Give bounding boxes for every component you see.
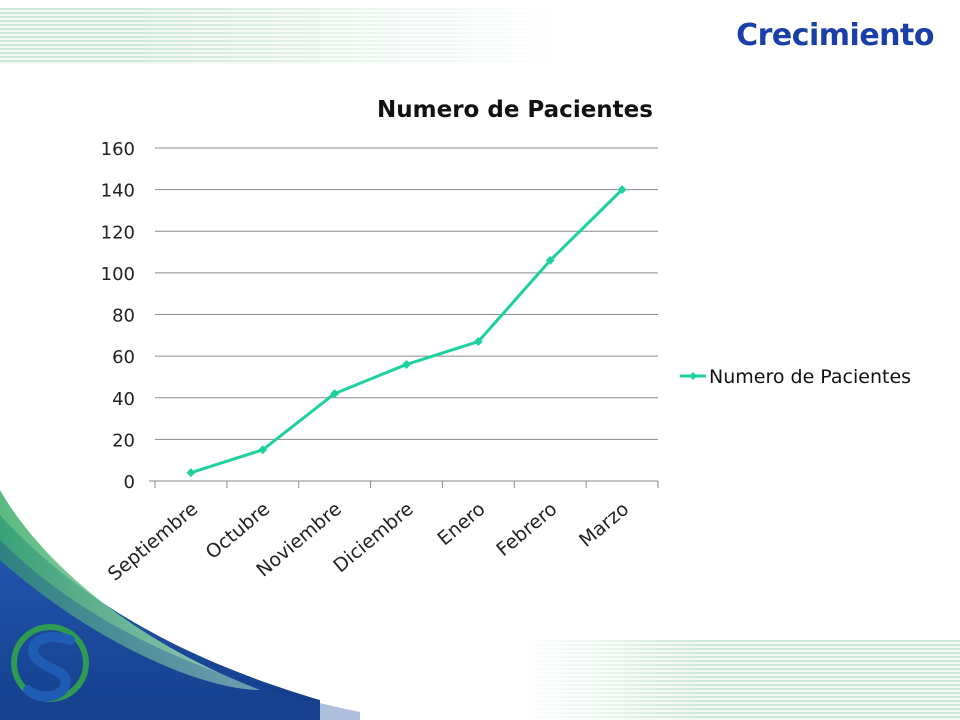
series-line-group bbox=[186, 185, 627, 478]
series-line bbox=[190, 188, 624, 475]
y-tick-label: 60 bbox=[112, 347, 135, 368]
slide-title: Crecimiento bbox=[736, 18, 934, 53]
y-tick-label: 160 bbox=[101, 139, 135, 160]
y-tick-label: 140 bbox=[101, 181, 135, 202]
data-point-marker bbox=[258, 445, 268, 455]
legend-label: Numero de Pacientes bbox=[709, 366, 911, 388]
y-tick-label: 100 bbox=[101, 264, 135, 285]
x-tick-label: Enero bbox=[433, 498, 489, 550]
x-tick-label: Diciembre bbox=[329, 498, 417, 577]
data-point-marker bbox=[545, 255, 555, 265]
x-tick-label: Marzo bbox=[575, 498, 633, 552]
y-tick-label: 20 bbox=[112, 430, 135, 451]
y-tick-label: 40 bbox=[112, 389, 135, 410]
y-axis-tick-labels: 0 20 40 60 80 100 120 140 160 bbox=[101, 139, 135, 493]
legend-marker bbox=[689, 372, 697, 380]
legend: Numero de Pacientes bbox=[680, 366, 911, 388]
data-point-marker bbox=[617, 185, 627, 195]
data-point-marker bbox=[473, 337, 483, 347]
data-point-marker bbox=[186, 468, 196, 478]
x-tick-label: Octubre bbox=[202, 498, 274, 564]
gridlines bbox=[155, 147, 658, 440]
data-point-marker bbox=[402, 359, 411, 369]
bottom-wave-decoration bbox=[0, 490, 960, 720]
x-tick-label: Febrero bbox=[492, 498, 561, 561]
x-tick-label: Septiembre bbox=[104, 498, 202, 585]
chart-title: Numero de Pacientes bbox=[377, 97, 653, 123]
y-tick-label: 0 bbox=[124, 472, 135, 493]
y-tick-label: 80 bbox=[112, 306, 135, 327]
top-stripe-band bbox=[0, 8, 560, 64]
data-point-marker bbox=[330, 389, 340, 399]
y-tick-label: 120 bbox=[101, 222, 135, 243]
x-axis bbox=[149, 480, 659, 488]
company-logo-s-icon bbox=[11, 624, 89, 702]
